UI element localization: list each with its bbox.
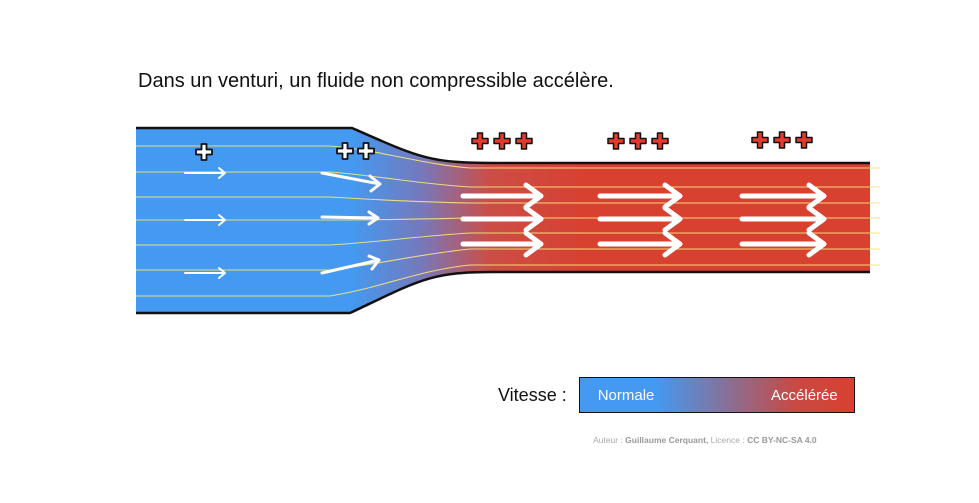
credit-author-prefix: Auteur : bbox=[593, 435, 623, 445]
credit-license-name: CC BY-NC-SA 4.0 bbox=[747, 435, 817, 445]
pressure-plus-narrow-3 bbox=[751, 131, 813, 149]
venturi-bottom-wall bbox=[136, 270, 870, 315]
velocity-arrows-fast bbox=[460, 182, 827, 258]
velocity-arrows-converging bbox=[320, 171, 382, 275]
pressure-plus-narrow-1 bbox=[471, 132, 533, 150]
credit-line: Auteur : Guillaume Cerquant, Licence : C… bbox=[593, 435, 817, 445]
legend-normal-label: Normale bbox=[597, 387, 655, 404]
page-title: Dans un venturi, un fluide non compressi… bbox=[138, 70, 614, 92]
legend-gradient-bar: Normale Accélérée bbox=[578, 377, 855, 413]
legend-label: Vitesse : bbox=[498, 384, 567, 405]
pressure-plus-narrow-2 bbox=[607, 132, 669, 150]
velocity-arrows-slow bbox=[184, 167, 226, 279]
venturi-top-wall bbox=[136, 126, 870, 165]
credit-license-prefix: Licence : bbox=[710, 435, 745, 445]
credit-author-name: Guillaume Cerquant, bbox=[625, 435, 709, 445]
velocity-legend: Vitesse : Normale Accélérée bbox=[498, 376, 855, 414]
legend-accelerated-label: Accélérée bbox=[771, 387, 838, 404]
